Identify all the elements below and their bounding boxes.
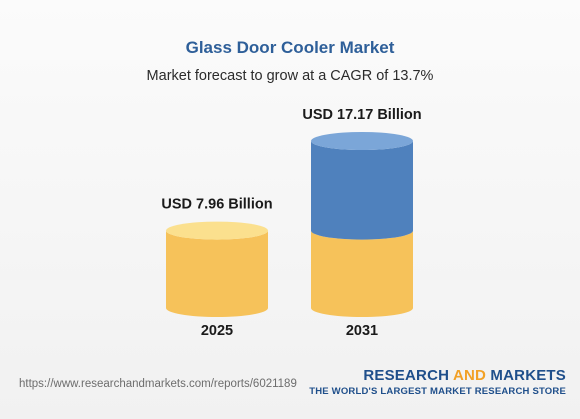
- data-label-2025: USD 7.96 Billion: [161, 197, 272, 213]
- brand-name: RESEARCH AND MARKETS: [363, 367, 566, 384]
- bar-growth-2031: [311, 141, 413, 240]
- category-label-2025: 2025: [201, 323, 233, 339]
- brand-tagline: THE WORLD'S LARGEST MARKET RESEARCH STOR…: [309, 386, 566, 397]
- category-label-2031: 2031: [346, 323, 378, 339]
- chart-title: Glass Door Cooler Market: [185, 38, 395, 57]
- chart-subtitle: Market forecast to grow at a CAGR of 13.…: [146, 68, 434, 84]
- bar-top-2025: [166, 221, 268, 240]
- brand-logo: RESEARCH AND MARKETS THE WORLD'S LARGEST…: [309, 367, 566, 397]
- data-label-2031: USD 17.17 Billion: [302, 107, 421, 123]
- source-url[interactable]: https://www.researchandmarkets.com/repor…: [19, 378, 297, 390]
- bar-2025: [166, 230, 268, 317]
- bar-top-2031: [311, 132, 413, 150]
- bar-base-2031: [311, 230, 413, 317]
